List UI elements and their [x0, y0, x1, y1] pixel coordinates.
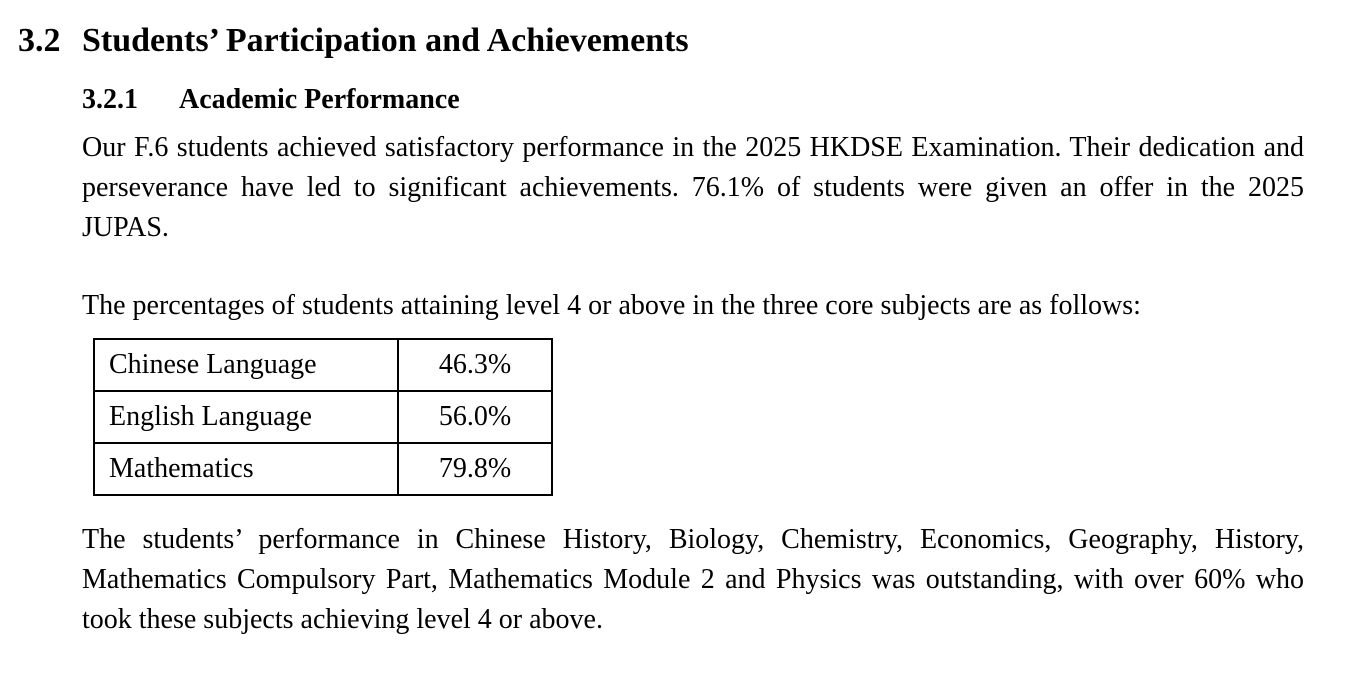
core-subjects-table: Chinese Language 46.3% English Language 56…: [93, 338, 553, 496]
subject-cell: Chinese Language: [93, 338, 399, 392]
subsection-number: 3.2.1: [82, 84, 138, 115]
subject-cell: Mathematics: [93, 442, 399, 496]
paragraph-outstanding-subjects: The students’ performance in Chinese His…: [82, 524, 1304, 635]
section-number: 3.2: [18, 22, 61, 59]
table-row: Chinese Language 46.3%: [93, 338, 553, 392]
value-cell: 46.3%: [397, 338, 553, 392]
subsection-title: Academic Performance: [179, 84, 460, 115]
table-row: Mathematics 79.8%: [93, 442, 553, 496]
paragraph-core-subjects: The percentages of students attaining le…: [82, 290, 1141, 321]
paragraph-intro: Our F.6 students achieved satisfactory p…: [82, 132, 1304, 243]
value-cell: 79.8%: [397, 442, 553, 496]
subsection-heading: 3.2.1 Academic Performance: [82, 84, 460, 116]
subject-cell: English Language: [93, 390, 399, 444]
table-row: English Language 56.0%: [93, 390, 553, 444]
value-cell: 56.0%: [397, 390, 553, 444]
section-heading: 3.2 Students’ Participation and Achieveme…: [18, 22, 689, 60]
section-title: Students’ Participation and Achievements: [82, 22, 689, 59]
